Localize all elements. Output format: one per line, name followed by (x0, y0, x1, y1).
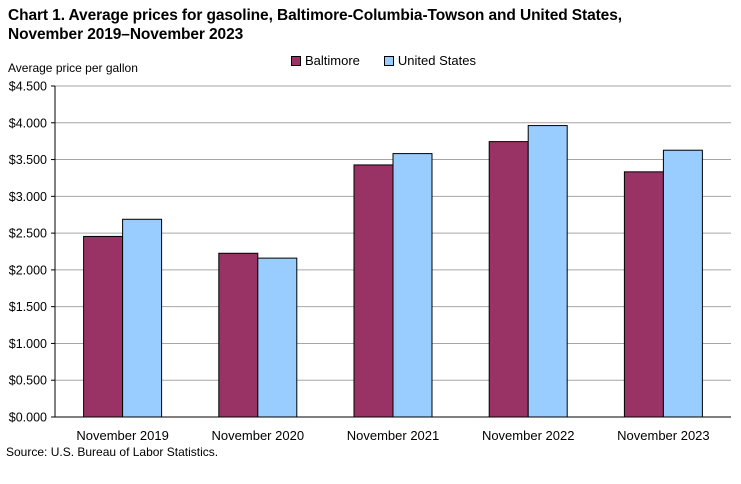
y-tick-label: $0.000 (9, 411, 47, 425)
y-tick-label: $3.000 (9, 190, 47, 204)
x-tick-label: November 2023 (617, 428, 710, 443)
legend-item-baltimore: Baltimore (291, 53, 360, 68)
chart-title: Chart 1. Average prices for gasoline, Ba… (8, 6, 622, 44)
bar-baltimore (623, 171, 664, 418)
y-tick-label: $2.500 (9, 227, 47, 241)
y-tick-label: $2.000 (9, 263, 47, 277)
x-tick-label: November 2021 (347, 428, 440, 443)
bar-united-states (392, 153, 433, 418)
legend: Baltimore United States (291, 53, 500, 68)
legend-swatch-baltimore (291, 55, 301, 66)
bar-baltimore (218, 252, 259, 418)
x-tick-label: November 2020 (212, 428, 305, 443)
chart-title-line-2: November 2019–November 2023 (8, 26, 244, 43)
bar-united-states (527, 125, 568, 418)
legend-item-united-states: United States (383, 53, 476, 68)
bar-united-states (122, 218, 163, 418)
legend-label-baltimore: Baltimore (305, 53, 360, 68)
bar-united-states (257, 257, 298, 418)
bar-baltimore (353, 164, 394, 418)
x-tick-label: November 2019 (76, 428, 169, 443)
y-tick-label: $1.000 (9, 337, 47, 351)
x-tick-label: November 2022 (482, 428, 575, 443)
y-tick-label: $1.500 (9, 300, 47, 314)
bar-united-states (662, 149, 703, 418)
legend-label-united-states: United States (397, 53, 476, 68)
y-tick-label: $4.000 (9, 116, 47, 130)
bar-baltimore (488, 141, 529, 418)
legend-swatch-united-states (383, 55, 394, 66)
source-note: Source: U.S. Bureau of Labor Statistics. (6, 445, 219, 459)
bar-baltimore (83, 235, 124, 418)
chart-title-line-1: Chart 1. Average prices for gasoline, Ba… (8, 7, 622, 24)
y-tick-label: $3.500 (9, 153, 47, 167)
y-tick-label: $0.500 (9, 374, 47, 388)
y-axis-label: Average price per gallon (8, 61, 138, 75)
y-tick-label: $4.500 (9, 80, 47, 94)
